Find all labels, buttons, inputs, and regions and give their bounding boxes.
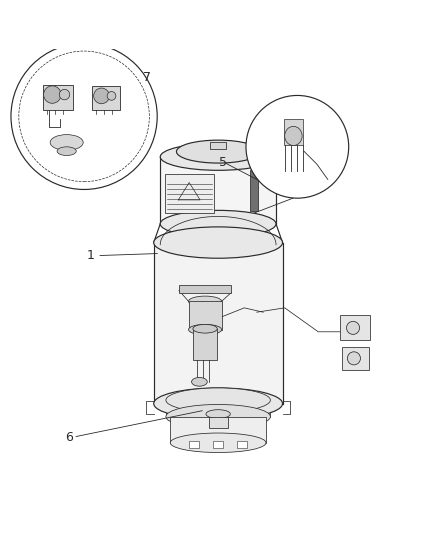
Text: 1: 1	[87, 249, 95, 262]
Bar	[179, 285, 231, 293]
Bar	[193, 329, 217, 360]
Bar	[213, 441, 223, 448]
Ellipse shape	[154, 388, 283, 419]
Ellipse shape	[346, 321, 360, 334]
Ellipse shape	[188, 325, 222, 335]
Bar	[340, 315, 370, 341]
Bar	[188, 301, 222, 329]
Ellipse shape	[59, 90, 70, 100]
Text: 5: 5	[219, 156, 227, 168]
Ellipse shape	[177, 140, 260, 163]
Ellipse shape	[94, 88, 110, 104]
Bar	[210, 142, 226, 149]
Bar	[284, 119, 303, 144]
Ellipse shape	[50, 135, 83, 150]
Ellipse shape	[107, 92, 116, 100]
Ellipse shape	[191, 377, 207, 386]
Bar	[250, 170, 258, 211]
Text: 6: 6	[65, 431, 73, 443]
Ellipse shape	[193, 325, 217, 333]
Bar	[154, 243, 283, 403]
Bar	[208, 417, 228, 427]
Ellipse shape	[154, 227, 283, 258]
Bar	[43, 85, 73, 110]
Ellipse shape	[44, 86, 61, 103]
Ellipse shape	[160, 211, 276, 237]
Ellipse shape	[166, 388, 270, 413]
Ellipse shape	[166, 405, 270, 429]
Circle shape	[246, 95, 349, 198]
Ellipse shape	[57, 147, 76, 156]
Text: 7: 7	[143, 71, 151, 84]
Ellipse shape	[188, 296, 222, 306]
Bar	[165, 174, 214, 213]
Ellipse shape	[170, 433, 266, 453]
Bar	[237, 441, 247, 448]
Bar	[170, 417, 266, 443]
Bar	[189, 441, 199, 448]
Bar	[160, 157, 276, 224]
Ellipse shape	[285, 126, 302, 146]
Circle shape	[11, 43, 157, 189]
Ellipse shape	[347, 352, 360, 365]
Bar	[92, 86, 120, 110]
Ellipse shape	[160, 143, 276, 171]
Bar	[342, 347, 369, 370]
Ellipse shape	[206, 410, 230, 418]
